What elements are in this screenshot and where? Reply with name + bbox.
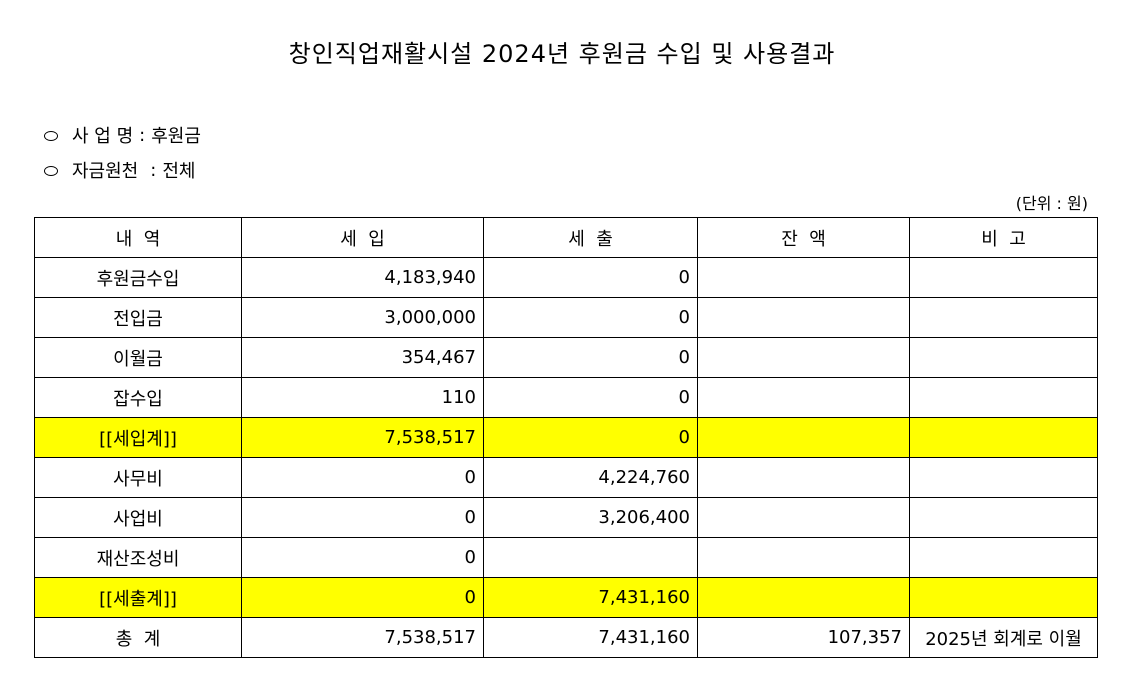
fund-source-line: 자금원천 : 전체 bbox=[44, 157, 195, 183]
header-note: 비 고 bbox=[909, 217, 1098, 258]
header-item: 내 역 bbox=[34, 217, 242, 258]
row-balance bbox=[697, 457, 910, 498]
row-note bbox=[909, 417, 1098, 458]
table-row: 후원금수입 4,183,940 0 bbox=[34, 257, 1098, 298]
circle-bullet-icon bbox=[44, 130, 58, 141]
business-name-line: 사 업 명 : 후원금 bbox=[44, 122, 201, 148]
row-income: 0 bbox=[241, 497, 484, 538]
row-balance bbox=[697, 257, 910, 298]
row-note bbox=[909, 457, 1098, 498]
fund-source-value: 전체 bbox=[162, 161, 196, 182]
row-note bbox=[909, 577, 1098, 618]
row-note bbox=[909, 497, 1098, 538]
fund-source-label: 자금원천 bbox=[72, 161, 139, 182]
row-note bbox=[909, 377, 1098, 418]
row-expense: 4,224,760 bbox=[483, 457, 698, 498]
row-balance bbox=[697, 377, 910, 418]
row-name: 후원금수입 bbox=[34, 257, 242, 298]
row-income: 7,538,517 bbox=[241, 417, 484, 458]
row-note: 2025년 회계로 이월 bbox=[909, 617, 1098, 658]
table-row: 이월금 354,467 0 bbox=[34, 337, 1098, 378]
row-expense bbox=[483, 537, 698, 578]
row-expense: 7,431,160 bbox=[483, 617, 698, 658]
table-row: 사무비 0 4,224,760 bbox=[34, 457, 1098, 498]
row-balance bbox=[697, 337, 910, 378]
table-row: 사업비 0 3,206,400 bbox=[34, 497, 1098, 538]
row-name: 이월금 bbox=[34, 337, 242, 378]
row-expense: 7,431,160 bbox=[483, 577, 698, 618]
row-balance bbox=[697, 497, 910, 538]
row-balance bbox=[697, 417, 910, 458]
table-header-row: 내 역 세 입 세 출 잔 액 비 고 bbox=[34, 217, 1098, 258]
row-income: 0 bbox=[241, 537, 484, 578]
unit-label: (단위 : 원) bbox=[1015, 194, 1088, 213]
row-expense: 3,206,400 bbox=[483, 497, 698, 538]
row-note bbox=[909, 257, 1098, 298]
row-income: 7,538,517 bbox=[241, 617, 484, 658]
header-expense: 세 출 bbox=[483, 217, 698, 258]
row-expense: 0 bbox=[483, 417, 698, 458]
page-title: 창인직업재활시설 2024년 후원금 수입 및 사용결과 bbox=[288, 40, 836, 68]
row-name: [[세출계]] bbox=[34, 577, 242, 618]
row-name: [[세입계]] bbox=[34, 417, 242, 458]
row-expense: 0 bbox=[483, 337, 698, 378]
row-income: 4,183,940 bbox=[241, 257, 484, 298]
row-name: 사업비 bbox=[34, 497, 242, 538]
header-income: 세 입 bbox=[241, 217, 484, 258]
row-name: 재산조성비 bbox=[34, 537, 242, 578]
budget-table: 내 역 세 입 세 출 잔 액 비 고 후원금수입 4,183,940 0 전입… bbox=[34, 217, 1098, 658]
row-name: 총 계 bbox=[34, 617, 242, 658]
grand-total-row: 총 계 7,538,517 7,431,160 107,357 2025년 회계… bbox=[34, 617, 1098, 658]
colon-separator: : bbox=[139, 124, 146, 146]
row-income: 110 bbox=[241, 377, 484, 418]
row-name: 잡수입 bbox=[34, 377, 242, 418]
colon-separator: : bbox=[150, 159, 157, 181]
circle-bullet-icon bbox=[44, 165, 58, 176]
table-row: 전입금 3,000,000 0 bbox=[34, 297, 1098, 338]
row-balance bbox=[697, 537, 910, 578]
row-balance bbox=[697, 577, 910, 618]
row-balance bbox=[697, 297, 910, 338]
expense-subtotal-row: [[세출계]] 0 7,431,160 bbox=[34, 577, 1098, 618]
income-subtotal-row: [[세입계]] 7,538,517 0 bbox=[34, 417, 1098, 458]
row-income: 0 bbox=[241, 577, 484, 618]
row-expense: 0 bbox=[483, 297, 698, 338]
row-expense: 0 bbox=[483, 257, 698, 298]
business-name-value: 후원금 bbox=[151, 126, 201, 147]
header-balance: 잔 액 bbox=[697, 217, 910, 258]
row-name: 전입금 bbox=[34, 297, 242, 338]
row-income: 3,000,000 bbox=[241, 297, 484, 338]
business-name-label: 사 업 명 bbox=[72, 126, 134, 147]
table-row: 재산조성비 0 bbox=[34, 537, 1098, 578]
row-name: 사무비 bbox=[34, 457, 242, 498]
row-income: 0 bbox=[241, 457, 484, 498]
row-balance: 107,357 bbox=[697, 617, 910, 658]
row-note bbox=[909, 537, 1098, 578]
table-row: 잡수입 110 0 bbox=[34, 377, 1098, 418]
row-note bbox=[909, 297, 1098, 338]
row-note bbox=[909, 337, 1098, 378]
row-expense: 0 bbox=[483, 377, 698, 418]
row-income: 354,467 bbox=[241, 337, 484, 378]
